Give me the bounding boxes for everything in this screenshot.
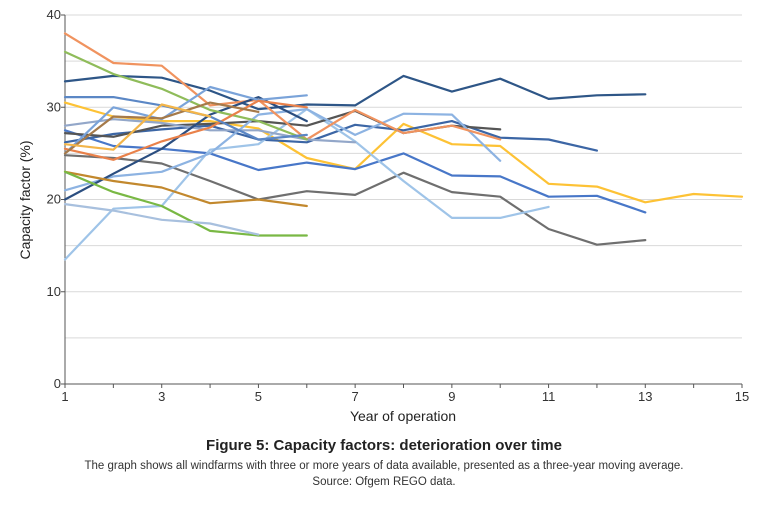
series-line-16 — [63, 170, 308, 208]
series-line-17 — [63, 170, 308, 237]
series-line-1 — [63, 74, 647, 111]
figure-source: Source: Ofgem REGO data. — [312, 476, 456, 488]
x-tick-label: 11 — [542, 389, 556, 404]
y-tick-label: 30 — [47, 99, 61, 114]
series-line-10 — [63, 118, 357, 144]
y-tick-label: 40 — [47, 7, 61, 22]
series-line-20 — [63, 103, 212, 151]
series-line-9 — [63, 32, 502, 141]
series-line-19 — [63, 101, 260, 155]
series-lines — [63, 32, 744, 261]
x-tick-label: 7 — [352, 389, 359, 404]
series-line-8 — [63, 107, 502, 192]
figure-title: Figure 5: Capacity factors: deterioratio… — [206, 437, 562, 454]
x-axis-label: Year of operation — [350, 408, 456, 424]
x-tick-label: 9 — [448, 389, 455, 404]
series-line-5 — [63, 119, 599, 152]
y-tick-label: 10 — [47, 284, 61, 299]
series-line-18 — [63, 203, 260, 236]
series-line-14 — [63, 99, 308, 161]
x-tick-label: 5 — [255, 389, 262, 404]
gridlines — [65, 14, 742, 339]
series-line-12 — [63, 50, 308, 141]
y-axis-label: Capacity factor (%) — [17, 140, 33, 259]
series-line-2 — [63, 101, 744, 204]
series-line-4 — [63, 154, 647, 246]
x-tick-label: 13 — [638, 389, 652, 404]
figure-subtitle: The graph shows all windfarms with three… — [84, 460, 684, 472]
x-tick-label: 1 — [61, 389, 68, 404]
x-tick-label: 15 — [735, 389, 749, 404]
y-tick-label: 0 — [54, 376, 61, 391]
x-tick-label: 3 — [158, 389, 165, 404]
y-tick-label: 20 — [47, 192, 61, 207]
series-line-13 — [63, 85, 308, 155]
